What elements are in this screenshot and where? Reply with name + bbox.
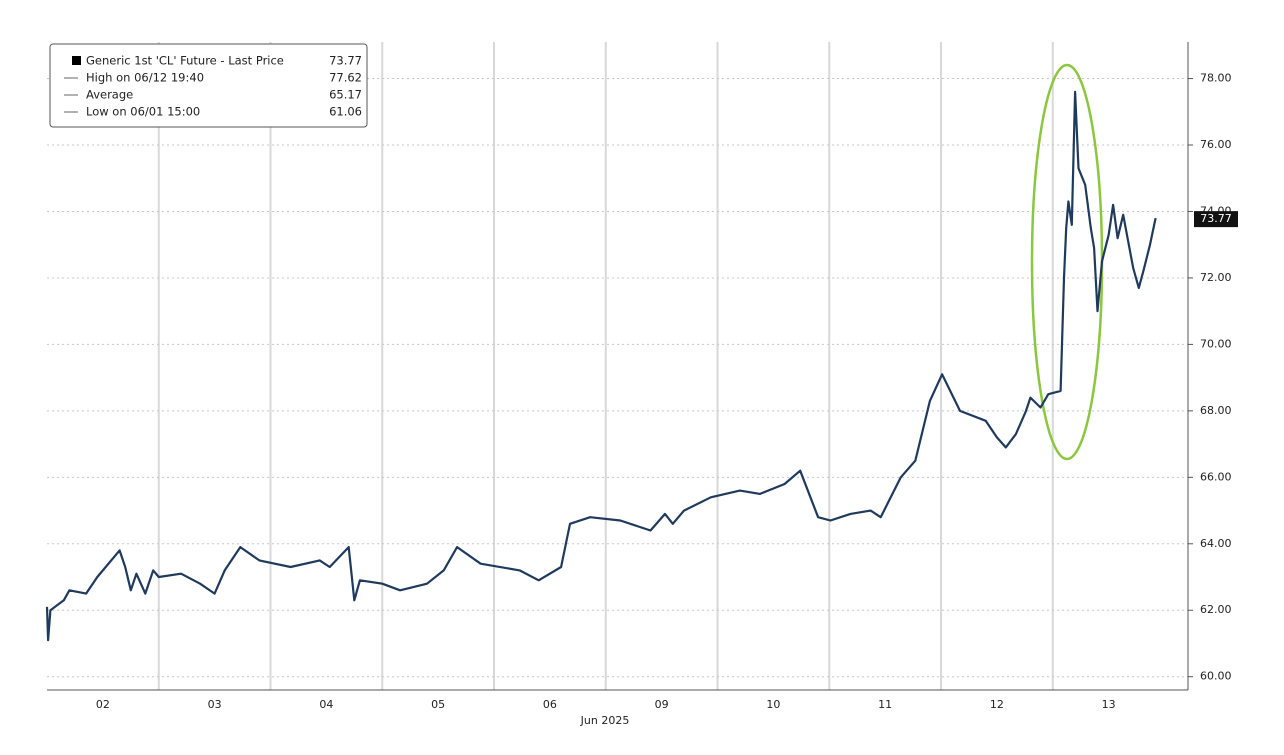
x-tick-label: 02 <box>96 698 110 711</box>
legend-value: 65.17 <box>329 88 362 102</box>
y-tick-label: 70.00 <box>1200 337 1232 350</box>
x-tick-label: 03 <box>208 698 222 711</box>
highlight-ellipse <box>1030 63 1104 461</box>
x-tick-label: 09 <box>655 698 669 711</box>
legend-value: 73.77 <box>329 54 362 68</box>
x-tick-label: 10 <box>766 698 780 711</box>
x-tick-label: 13 <box>1102 698 1116 711</box>
legend: Generic 1st 'CL' Future - Last Price 73.7… <box>49 43 368 128</box>
y-tick-label: 66.00 <box>1200 470 1232 483</box>
legend-swatch <box>72 56 81 65</box>
legend-label: Generic 1st 'CL' Future - Last Price <box>86 54 284 68</box>
legend-label: Average <box>86 88 133 102</box>
x-tick-label: 11 <box>878 698 892 711</box>
legend-label: High on 06/12 19:40 <box>86 71 204 85</box>
last-price-tag <box>1194 211 1238 228</box>
legend-value: 61.06 <box>329 105 362 119</box>
price-line <box>45 90 1157 642</box>
y-tick-label: 68.00 <box>1200 404 1232 417</box>
x-axis-title: Jun 2025 <box>580 714 630 727</box>
x-tick-label: 05 <box>431 698 445 711</box>
grid-layer <box>47 42 1188 690</box>
legend-value: 77.62 <box>329 71 362 85</box>
y-tick-label: 72.00 <box>1200 271 1232 284</box>
y-tick-label: 64.00 <box>1200 537 1232 550</box>
y-tick-label: 76.00 <box>1200 138 1232 151</box>
y-tick-label: 60.00 <box>1200 670 1232 683</box>
y-tick-label: 78.00 <box>1200 72 1232 85</box>
x-tick-label: 06 <box>543 698 557 711</box>
x-tick-label: 12 <box>990 698 1004 711</box>
x-tick-label: 04 <box>319 698 333 711</box>
legend-label: Low on 06/01 15:00 <box>86 105 200 119</box>
last-price-label: 73.77 <box>1200 212 1232 225</box>
y-tick-label: 62.00 <box>1200 603 1232 616</box>
legend-box <box>49 43 368 128</box>
